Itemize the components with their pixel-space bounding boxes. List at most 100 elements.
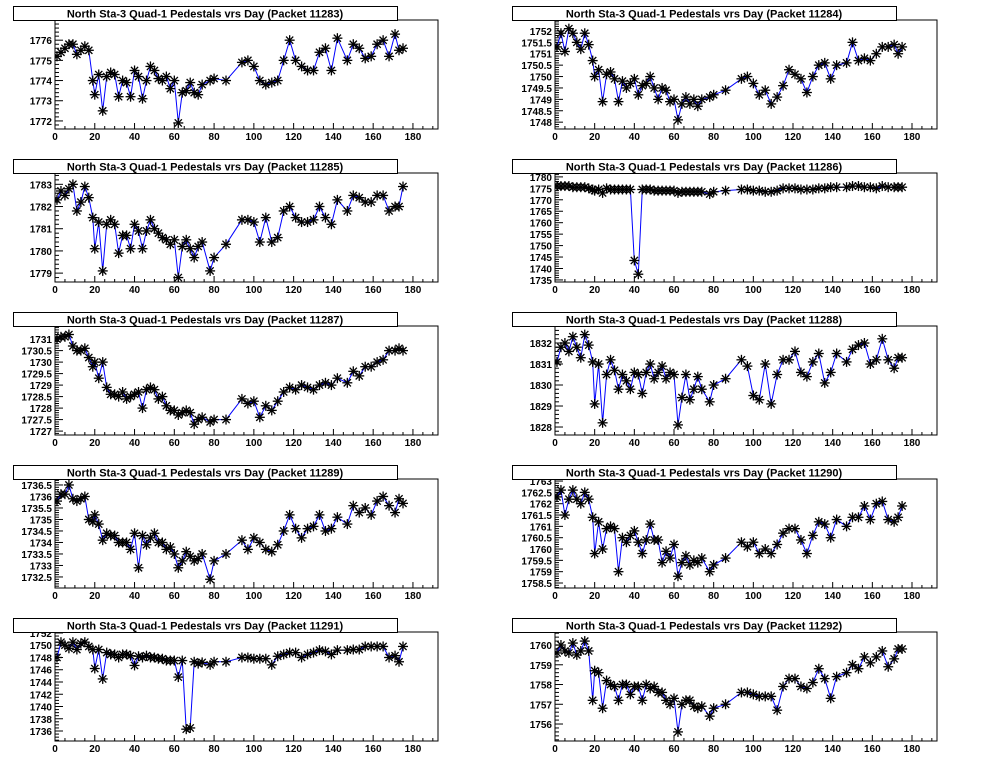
data-point-star-marker bbox=[221, 239, 232, 250]
data-point-star-marker bbox=[181, 85, 192, 96]
data-point-star-marker bbox=[181, 234, 192, 245]
data-point-star-marker bbox=[141, 75, 152, 86]
data-point-star-marker bbox=[583, 494, 594, 505]
data-point-star-marker bbox=[813, 183, 824, 194]
data-point-star-marker bbox=[883, 661, 894, 672]
data-point-star-marker bbox=[772, 369, 783, 380]
x-tick-label: 20 bbox=[589, 591, 601, 602]
x-tick-label: 20 bbox=[589, 132, 601, 143]
y-tick-label: 1775 bbox=[30, 56, 53, 67]
data-point-star-marker bbox=[221, 548, 232, 559]
data-point-star-marker bbox=[278, 55, 289, 66]
data-point-star-marker bbox=[284, 35, 295, 46]
data-point-star-marker bbox=[813, 663, 824, 674]
data-point-star-marker bbox=[559, 510, 570, 521]
data-point-star-marker bbox=[378, 35, 389, 46]
data-point-star-marker bbox=[708, 703, 719, 714]
data-point-star-marker bbox=[173, 272, 184, 282]
data-point-star-marker bbox=[669, 369, 680, 380]
x-tick-label: 180 bbox=[405, 438, 422, 449]
data-point-star-marker bbox=[157, 537, 168, 548]
data-point-star-marker bbox=[83, 352, 94, 363]
data-point-star-marker bbox=[137, 93, 148, 104]
data-point-star-marker bbox=[859, 651, 870, 662]
data-point-star-marker bbox=[83, 192, 94, 203]
data-point-star-marker bbox=[563, 647, 574, 658]
data-point-star-marker bbox=[555, 491, 562, 502]
y-tick-label: 1758 bbox=[530, 681, 553, 692]
data-point-star-marker bbox=[742, 71, 753, 82]
data-point-star-marker bbox=[696, 701, 707, 712]
data-point-star-marker bbox=[342, 519, 353, 530]
plot-title-box bbox=[512, 465, 897, 480]
data-point-star-marker bbox=[801, 371, 812, 382]
data-point-star-marker bbox=[197, 237, 208, 248]
y-tick-label: 1773 bbox=[30, 97, 53, 108]
data-point-star-marker bbox=[778, 183, 789, 194]
x-tick-label: 100 bbox=[745, 132, 762, 143]
data-point-star-marker bbox=[736, 537, 747, 548]
data-point-star-marker bbox=[366, 361, 377, 372]
data-point-star-marker bbox=[708, 186, 719, 197]
data-series bbox=[55, 29, 409, 128]
data-point-star-marker bbox=[97, 265, 108, 276]
data-point-star-marker bbox=[766, 691, 777, 702]
y-tick-label: 1828 bbox=[530, 423, 553, 434]
x-tick-label: 180 bbox=[904, 132, 921, 143]
data-point-star-marker bbox=[177, 655, 188, 666]
x-tick-label: 120 bbox=[285, 591, 302, 602]
data-point-star-marker bbox=[93, 519, 104, 530]
x-tick-label: 100 bbox=[745, 744, 762, 755]
y-tick-label: 1759 bbox=[530, 568, 553, 579]
data-point-star-marker bbox=[567, 28, 578, 39]
data-point-star-marker bbox=[87, 75, 98, 86]
data-point-star-marker bbox=[308, 214, 319, 225]
data-point-star-marker bbox=[877, 645, 888, 656]
data-point-star-marker bbox=[173, 672, 184, 683]
data-point-star-marker bbox=[669, 539, 680, 550]
data-point-star-marker bbox=[853, 663, 864, 674]
data-point-star-marker bbox=[290, 55, 301, 66]
data-point-star-marker bbox=[197, 657, 208, 668]
y-tick-label: 1728.5 bbox=[21, 393, 52, 404]
x-tick-label: 80 bbox=[209, 132, 221, 143]
y-tick-label: 1763 bbox=[530, 477, 553, 488]
data-point-star-marker bbox=[841, 57, 852, 68]
data-point-star-marker bbox=[236, 535, 247, 546]
data-point-star-marker bbox=[284, 509, 295, 520]
x-tick-label: 160 bbox=[365, 132, 382, 143]
data-point-star-marker bbox=[221, 656, 232, 667]
data-point-star-marker bbox=[720, 85, 731, 96]
data-point-star-marker bbox=[55, 496, 62, 507]
data-point-star-marker bbox=[772, 539, 783, 550]
data-point-star-marker bbox=[555, 356, 562, 367]
y-tick-label: 1749.5 bbox=[521, 84, 552, 95]
data-point-star-marker bbox=[133, 651, 144, 662]
data-point-star-marker bbox=[853, 512, 864, 523]
y-tick-label: 1830 bbox=[530, 381, 553, 392]
y-tick-label: 1749 bbox=[530, 95, 553, 106]
data-point-star-marker bbox=[113, 91, 124, 102]
data-point-star-marker bbox=[366, 51, 377, 62]
data-point-star-marker bbox=[789, 673, 800, 684]
y-tick-label: 1728 bbox=[30, 404, 53, 415]
x-tick-label: 100 bbox=[246, 132, 263, 143]
data-point-star-marker bbox=[625, 184, 636, 195]
data-point-star-marker bbox=[133, 71, 144, 82]
data-point-star-marker bbox=[597, 544, 608, 555]
data-point-star-marker bbox=[326, 65, 337, 76]
data-point-star-marker bbox=[63, 329, 74, 340]
y-tick-label: 1736 bbox=[30, 727, 53, 738]
plot-title: North Sta-3 Quad-1 Pedestals vrs Day (Pa… bbox=[566, 162, 843, 174]
x-tick-label: 0 bbox=[552, 285, 558, 296]
x-tick-label: 0 bbox=[552, 132, 558, 143]
data-point-star-marker bbox=[587, 695, 598, 706]
data-point-star-marker bbox=[89, 663, 100, 674]
data-point-star-marker bbox=[63, 643, 74, 654]
data-point-star-marker bbox=[398, 181, 409, 192]
data-point-star-marker bbox=[314, 509, 325, 520]
data-point-star-marker bbox=[398, 641, 409, 652]
plot-frame bbox=[554, 478, 938, 589]
data-point-star-marker bbox=[177, 241, 188, 252]
